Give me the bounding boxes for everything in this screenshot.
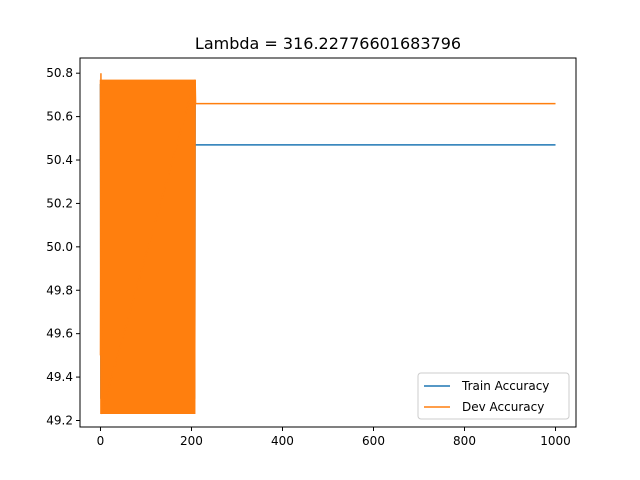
y-tick-label: 49.2 [46,413,73,427]
y-tick-label: 49.8 [46,283,73,297]
series-dev-accuracy [99,73,556,415]
legend-label: Dev Accuracy [462,400,544,414]
legend-label: Train Accuracy [461,379,549,393]
y-tick-label: 50.2 [46,196,73,210]
legend: Train Accuracy Dev Accuracy [417,372,570,420]
legend-box [417,372,570,420]
y-axis: 49.2 49.4 49.6 49.8 50.0 50.2 50.4 50.6 50.8 [46,66,80,427]
y-tick-label: 50.4 [46,153,73,167]
y-tick-label: 50.6 [46,110,73,124]
plot-lines [99,73,556,415]
y-tick-label: 50.8 [46,66,73,80]
x-tick-label: 800 [453,434,476,448]
y-tick-label: 49.6 [46,327,73,341]
x-tick-label: 200 [180,434,203,448]
x-tick-label: 400 [271,434,294,448]
x-axis: 0 200 400 600 800 1000 [97,427,571,448]
series-line [99,73,556,415]
x-tick-label: 1000 [540,434,571,448]
x-tick-label: 600 [362,434,385,448]
y-tick-label: 49.4 [46,370,73,384]
y-tick-label: 50.0 [46,240,73,254]
x-tick-label: 0 [97,434,105,448]
plot-frame [79,57,577,428]
chart-title: Lambda = 316.22776601683796 [195,34,461,53]
